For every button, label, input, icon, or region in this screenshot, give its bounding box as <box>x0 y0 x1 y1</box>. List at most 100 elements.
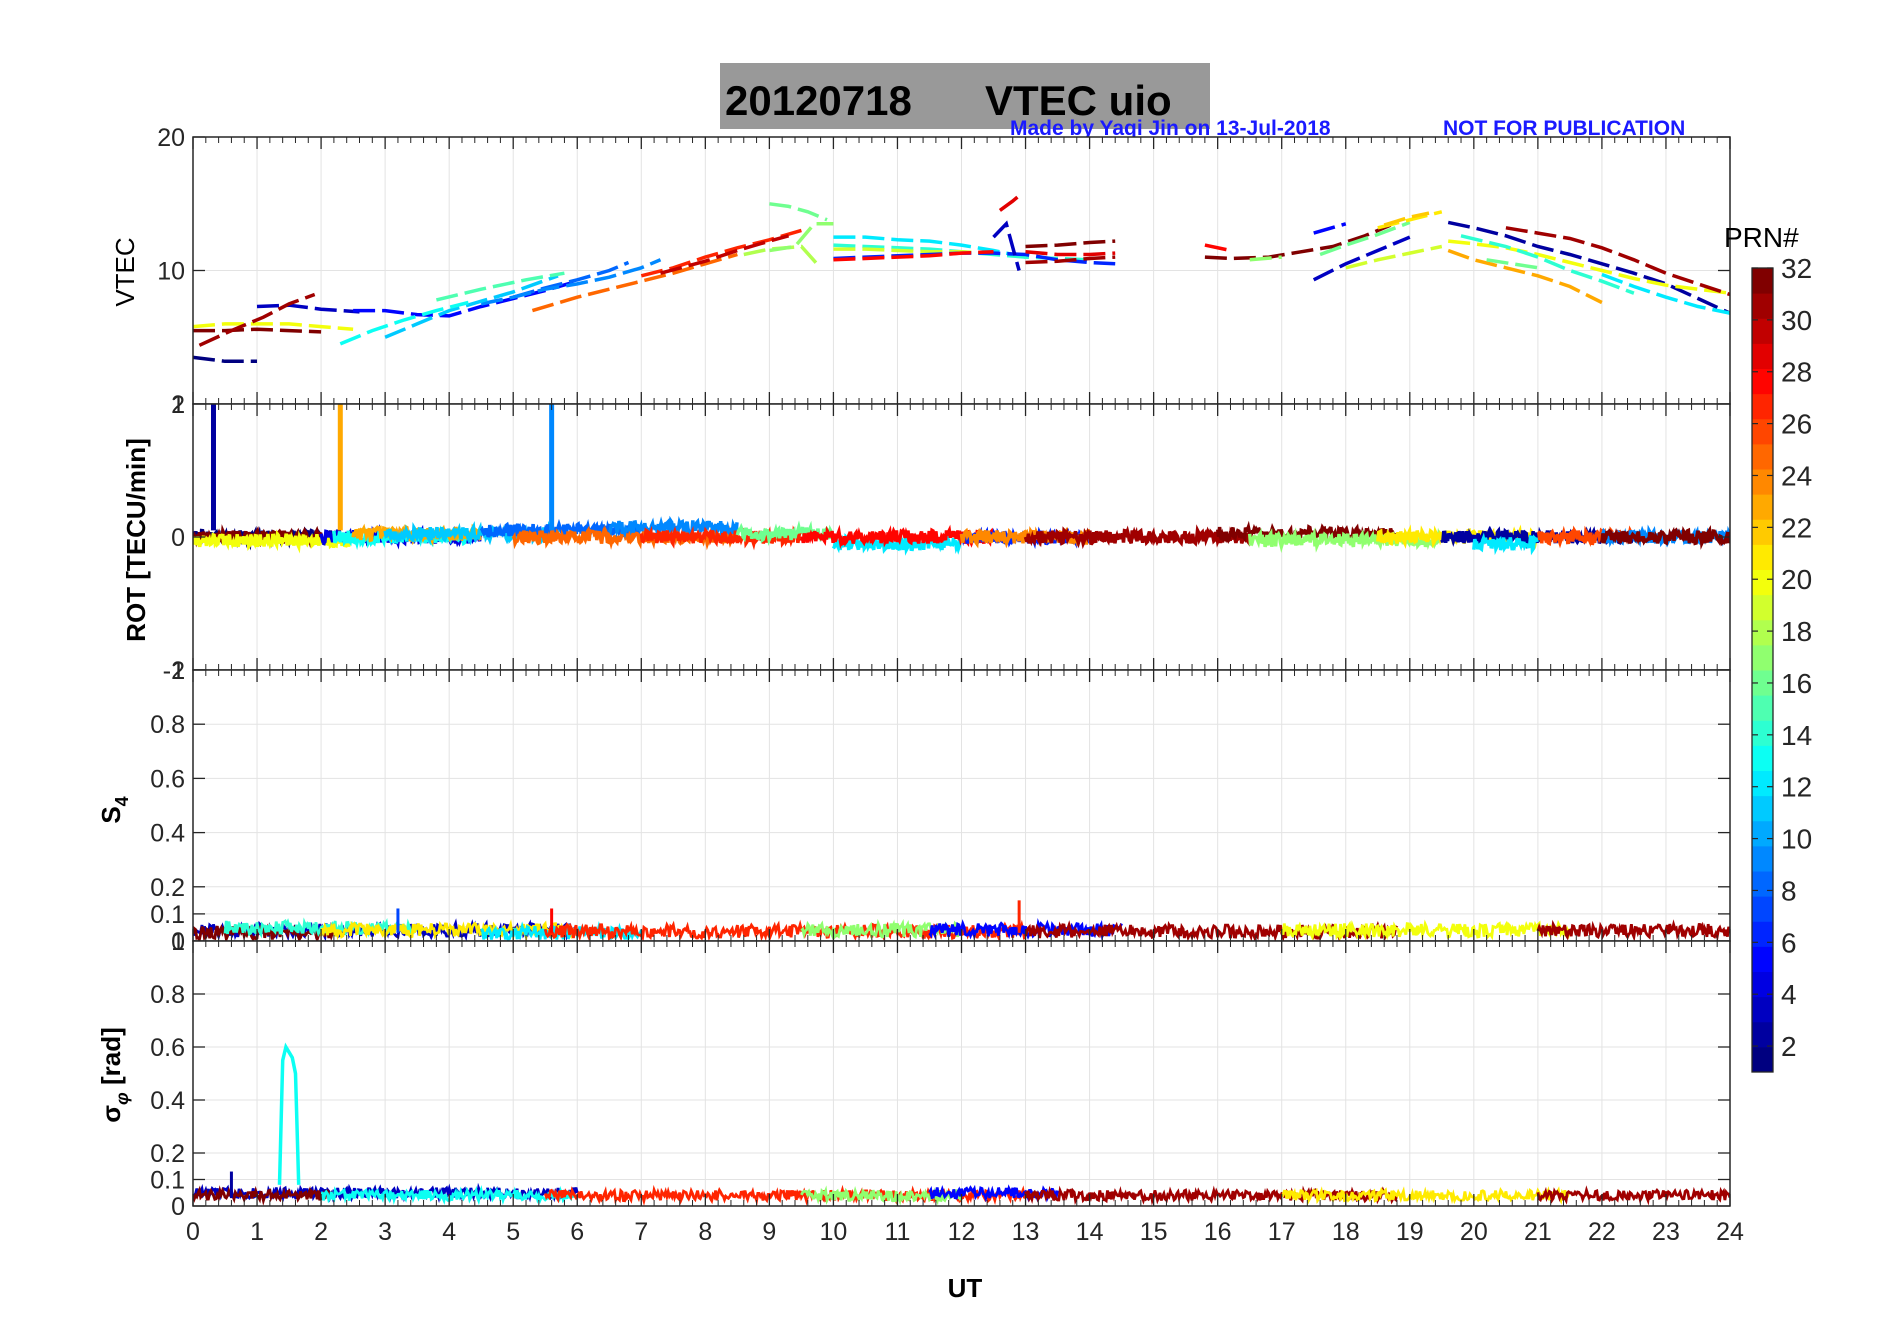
vtec-series-prn-30 <box>660 234 790 275</box>
colorbar-segment <box>1752 343 1773 369</box>
colorbar-segment <box>1752 1021 1773 1048</box>
x-axis-label: UT <box>948 1273 983 1303</box>
colorbar-segment <box>1752 418 1773 445</box>
rot-series-prn-32 <box>1600 525 1730 550</box>
vtec-series-prn-14 <box>1460 234 1635 295</box>
sigma_phi-series-prn-31 <box>1536 1185 1730 1206</box>
vtec-series-prn-32 <box>1025 239 1116 249</box>
colorbar-tick-label: 20 <box>1781 564 1812 595</box>
x-tick-label: 1 <box>250 1218 264 1246</box>
colorbar-segment <box>1752 569 1773 596</box>
x-tick-label: 6 <box>570 1218 584 1246</box>
x-tick-label: 9 <box>762 1218 776 1246</box>
colorbar-segment <box>1752 443 1773 470</box>
vtec-series-prn-19 <box>1345 244 1443 270</box>
colorbar-segment <box>1752 946 1773 972</box>
y-tick-label: 0.4 <box>150 1087 185 1115</box>
colorbar-segment <box>1752 594 1773 621</box>
colorbar-tick-label: 32 <box>1781 253 1812 284</box>
rot-series-prn-12 <box>1472 532 1539 556</box>
colorbar-tick-label: 4 <box>1781 979 1797 1010</box>
colorbar-segment <box>1752 318 1773 344</box>
vtec-series-prn-3 <box>1312 235 1411 282</box>
x-tick-label: 19 <box>1396 1218 1424 1246</box>
x-tick-label: 3 <box>378 1218 392 1246</box>
colorbar-segment <box>1752 393 1773 420</box>
colorbar-tick-label: 2 <box>1781 1031 1797 1062</box>
vtec-series-prn-12 <box>833 235 1026 259</box>
y-tick-label: -2 <box>163 657 185 685</box>
colorbar-tick-label: 26 <box>1781 409 1812 440</box>
x-tick-label: 13 <box>1012 1218 1040 1246</box>
x-tick-label: 12 <box>948 1218 976 1246</box>
colorbar-segment <box>1752 896 1773 922</box>
y-tick-label: 0.1 <box>150 901 185 929</box>
vtec-series-prn-32 <box>1204 223 1392 261</box>
y-tick-label: 0.1 <box>150 1167 185 1195</box>
s4-series-prn-31 <box>1536 919 1730 941</box>
title-box <box>720 63 1210 129</box>
rot-data <box>193 404 1730 556</box>
colorbar-segment <box>1752 368 1773 395</box>
vtec-series-prn-31 <box>1025 255 1116 265</box>
colorbar-segment <box>1752 544 1773 570</box>
colorbar-segment <box>1752 695 1773 721</box>
colorbar-segment <box>1752 670 1773 696</box>
rot-series-prn-8 <box>479 518 643 542</box>
x-tick-label: 16 <box>1204 1218 1232 1246</box>
vtec-series-prn-16 <box>1486 258 1539 270</box>
colorbar-segment <box>1752 293 1773 319</box>
y-tick-label: 10 <box>157 258 185 286</box>
colorbar-segment <box>1752 921 1773 947</box>
x-tick-label: 15 <box>1140 1218 1168 1246</box>
vtec-series-prn-20 <box>193 322 354 331</box>
vtec-series-prn-17 <box>769 222 834 253</box>
rot-series-prn-27 <box>639 524 803 551</box>
credit-note: Made by Yaqi Jin on 13-Jul-2018 <box>1010 117 1331 140</box>
vtec-series-prn-17 <box>1249 255 1282 262</box>
y-tick-label: 1 <box>171 657 185 685</box>
x-tick-label: 11 <box>884 1218 910 1246</box>
colorbar-segment <box>1752 871 1773 897</box>
title-rest: VTEC uio <box>985 77 1172 124</box>
colorbar-segment <box>1752 845 1773 872</box>
vtec-series-prn-20 <box>1448 239 1730 295</box>
x-tick-label: 20 <box>1460 1218 1488 1246</box>
y-tick-label: 0 <box>171 524 185 552</box>
vtec-series-prn-31 <box>1505 226 1730 297</box>
vtec-panel: 10 20 <box>157 124 1731 405</box>
colorbar-segment <box>1752 268 1773 294</box>
vtec-series-prn-22 <box>1383 211 1430 227</box>
svg-text:σφ [rad]: σφ [rad] <box>96 1027 132 1122</box>
y-tick-label: 0.4 <box>150 820 185 848</box>
y-tick-label: 0 <box>171 928 185 956</box>
vtec-series-prn-25 <box>531 252 738 313</box>
colorbar-tick-label: 12 <box>1781 772 1812 803</box>
y-tick-label-overlap: 1 <box>171 391 185 419</box>
vtec-series-prn-28 <box>1204 243 1231 253</box>
y-tick-label-overlap: 1 <box>171 928 185 956</box>
vtec-series-prn-15 <box>435 271 565 302</box>
rot-series-prn-20 <box>193 528 361 554</box>
x-tick-label: 10 <box>820 1218 848 1246</box>
sigma_phi-data <box>193 1042 1730 1206</box>
y-tick-label: 0.2 <box>150 1140 185 1168</box>
x-tick-label: 7 <box>634 1218 648 1246</box>
vtec-series-prn-3 <box>256 303 360 314</box>
colorbar-segment <box>1752 770 1773 797</box>
title-date: 20120718 <box>725 77 912 124</box>
colorbar-segment <box>1752 720 1773 746</box>
colorbar-segment <box>1752 820 1773 847</box>
x-tick-label: 21 <box>1524 1218 1552 1246</box>
x-tick-label: 17 <box>1268 1218 1296 1246</box>
colorbar-frame <box>1751 267 1774 1073</box>
rot-series-prn-9 <box>607 515 739 539</box>
vtec-series-prn-5 <box>1313 222 1347 235</box>
vtec-series-prn-3 <box>992 220 1021 271</box>
colorbar-tick-label: 8 <box>1781 875 1797 906</box>
colorbar-tick-label: 10 <box>1781 824 1812 855</box>
x-tick-label: 24 <box>1716 1218 1744 1246</box>
y-tick-label: 0 <box>171 1193 185 1221</box>
y-tick-label: 20 <box>157 124 185 152</box>
scintillation-event-prn-13 <box>277 1042 301 1185</box>
